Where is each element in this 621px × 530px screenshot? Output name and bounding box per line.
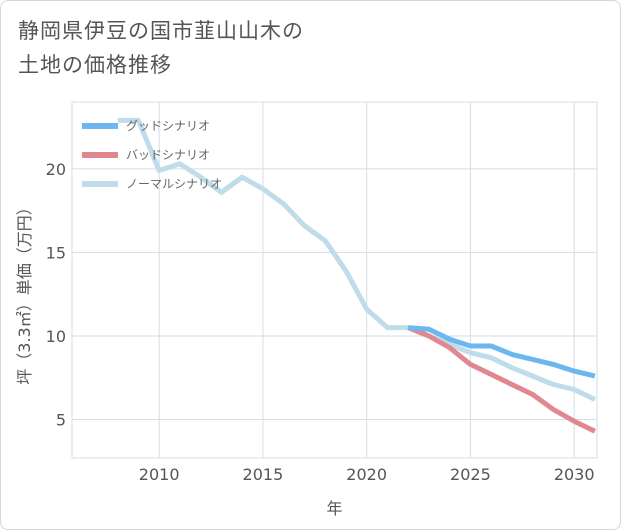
chart-title: 静岡県伊豆の国市韮山山木の 土地の価格推移: [18, 14, 304, 82]
series-lines: [117, 117, 596, 434]
legend-label-normal: ノーマルシナリオ: [126, 177, 222, 191]
legend-item-normal[interactable]: ノーマルシナリオ: [82, 177, 222, 191]
x-tick-label: 2020: [346, 465, 387, 484]
plot-border: [71, 101, 598, 459]
y-tick-label: 10: [46, 327, 66, 346]
x-axis-label: 年: [326, 499, 342, 518]
legend-label-bad: バッドシナリオ: [126, 148, 210, 162]
legend-item-bad[interactable]: バッドシナリオ: [82, 148, 210, 162]
grid: [71, 101, 598, 459]
chart-title-line-1: 静岡県伊豆の国市韮山山木の: [18, 19, 304, 43]
x-tick-label: 2015: [243, 465, 284, 484]
x-tick-label: 2030: [554, 465, 595, 484]
x-tick-label: 2010: [139, 465, 180, 484]
series-line-good: [407, 325, 596, 379]
series-line-bad: [407, 325, 596, 434]
axis-ticks: 2010 2015 2020 2025 2030 5 10 15 20: [46, 160, 595, 484]
chart-title-line-2: 土地の価格推移: [18, 53, 172, 77]
legend-item-good[interactable]: グッドシナリオ: [82, 119, 210, 133]
legend-label-good: グッドシナリオ: [126, 119, 210, 133]
y-tick-label: 5: [56, 411, 66, 430]
y-axis-label: 坪（3.3㎡）単価（万円）: [15, 199, 34, 384]
series-line-normal: [117, 117, 596, 402]
y-tick-label: 15: [46, 243, 66, 262]
y-tick-label: 20: [46, 160, 66, 179]
x-tick-label: 2025: [450, 465, 491, 484]
